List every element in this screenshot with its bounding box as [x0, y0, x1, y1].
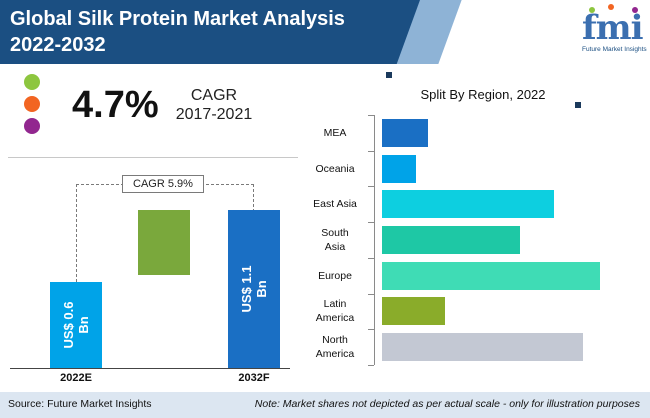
footer-bar	[0, 392, 650, 418]
region-bar-mea	[382, 118, 428, 147]
waterfall-bar-label-1: US$ 0.6 Bn	[61, 301, 91, 349]
region-axis-tick	[368, 293, 374, 295]
note-text: Note: Market shares not depicted as per …	[254, 398, 640, 410]
region-bar-latin-america	[382, 297, 446, 326]
waterfall-bar-3	[228, 210, 280, 368]
header-banner: Global Silk Protein Market Analysis 2022…	[0, 0, 650, 64]
region-label: Latin America	[315, 298, 355, 325]
region-bar-north-america	[382, 333, 583, 362]
waterfall-category-label: 2022E	[60, 372, 92, 384]
region-label: Oceania	[315, 162, 355, 175]
decor-square-icon	[386, 72, 392, 78]
header-light-panel	[430, 0, 650, 64]
region-chart-title: Split By Region, 2022	[420, 87, 546, 102]
region-axis-tick	[368, 186, 374, 188]
region-axis-tick	[368, 150, 374, 152]
logo-tagline: Future Market Insights	[582, 46, 647, 53]
title-line-1: Global Silk Protein Market Analysis	[10, 8, 345, 30]
title-line-2: 2022-2032	[10, 34, 106, 56]
logo-dot-green-icon	[589, 7, 595, 13]
logo-dot-orange-icon	[608, 4, 614, 10]
cagr-label: CAGR 2017-2021	[174, 86, 254, 124]
purple-dot-icon	[24, 118, 40, 134]
section-divider	[8, 157, 298, 158]
orange-dot-icon	[24, 96, 40, 112]
region-axis-tick	[368, 115, 374, 116]
region-axis-tick	[368, 364, 374, 366]
region-bar-europe	[382, 261, 600, 290]
region-axis-tick	[368, 222, 374, 224]
fmi-logo: fmi Future Market Insights	[582, 4, 647, 60]
waterfall-bar-2	[138, 210, 190, 275]
cagr-value: 4.7%	[72, 84, 159, 126]
logo-word: fmi	[582, 8, 644, 48]
decor-square-icon	[575, 102, 581, 108]
region-bar-south-asia	[382, 225, 520, 254]
logo-dot-purple-icon	[632, 7, 638, 13]
source-text: Source: Future Market Insights	[8, 398, 152, 410]
region-label: South Asia	[321, 226, 349, 253]
region-label: MEA	[323, 126, 347, 139]
page-title: Global Silk Protein Market Analysis 2022…	[10, 6, 390, 58]
waterfall-bar-label-3: US$ 1.1 Bn	[239, 265, 269, 313]
region-label: East Asia	[313, 198, 357, 211]
cagr-label-line-2: 2017-2021	[175, 106, 253, 123]
region-axis-tick	[368, 257, 374, 259]
region-axis-line	[374, 115, 375, 365]
region-bar-oceania	[382, 154, 417, 183]
waterfall-category-label: 2032F	[238, 372, 270, 384]
region-bar-east-asia	[382, 190, 555, 219]
waterfall-baseline	[10, 368, 290, 369]
cagr-annotation: CAGR 5.9%	[122, 175, 204, 193]
region-axis-tick	[368, 329, 374, 331]
green-dot-icon	[24, 74, 40, 90]
waterfall-bar-1	[50, 281, 102, 368]
region-label: Europe	[318, 269, 352, 282]
region-label: North America	[315, 334, 355, 361]
cagr-label-line-1: CAGR	[190, 87, 238, 104]
